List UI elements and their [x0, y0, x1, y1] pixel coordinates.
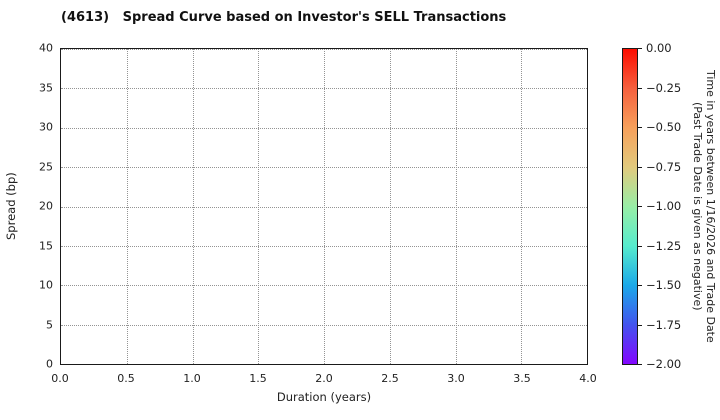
y-tick-label: 5: [46, 318, 53, 331]
gridline-horizontal: [61, 245, 587, 247]
plot-area: [60, 48, 588, 365]
gridline-horizontal: [61, 49, 587, 50]
x-tick-label: 3.0: [447, 372, 465, 385]
colorbar-tick-label: −1.75: [646, 317, 682, 332]
gridline-horizontal: [61, 285, 587, 287]
colorbar-tick-mark: [638, 285, 642, 286]
colorbar-tick-label: 0.00: [646, 41, 672, 55]
x-tick-label: 3.5: [513, 372, 531, 385]
colorbar-label-line1: Time in years between 1/16/2026 and Trad…: [704, 70, 717, 343]
colorbar-label-line2: (Past Trade Date is given as negative): [690, 102, 704, 311]
colorbar-tick-mark: [638, 166, 642, 168]
x-axis-label: Duration (years): [276, 390, 372, 404]
colorbar-tick-mark: [638, 206, 642, 207]
colorbar: [622, 48, 638, 365]
gridline-horizontal: [61, 206, 587, 208]
colorbar-tick-label: −1.50: [646, 278, 682, 292]
y-tick-label: 25: [39, 160, 53, 173]
colorbar-tick-label: −0.25: [646, 80, 682, 95]
colorbar-tick-mark: [638, 127, 642, 128]
y-tick-label: 20: [39, 199, 53, 213]
colorbar-tick-mark: [638, 364, 642, 365]
y-tick-label: 40: [39, 41, 53, 55]
colorbar-tick-label: −1.00: [646, 199, 682, 213]
chart-title: (4613) Spread Curve based on Investor's …: [61, 10, 507, 25]
y-tick-label: 10: [39, 278, 53, 292]
gridline-horizontal: [61, 88, 587, 90]
gridline-horizontal: [61, 324, 587, 326]
colorbar-tick-mark: [638, 87, 642, 89]
x-tick-label: 4.0: [579, 372, 597, 385]
y-tick-label: 35: [39, 81, 53, 94]
colorbar-axis-label: Time in years between 1/16/2026 and Trad…: [681, 48, 717, 365]
gridline-horizontal: [61, 167, 587, 169]
colorbar-tick-mark: [638, 245, 642, 247]
x-tick-label: 2.0: [315, 372, 333, 385]
colorbar-tick-mark: [638, 324, 642, 326]
x-tick-label: 1.5: [249, 372, 267, 385]
x-tick-label: 0.0: [51, 372, 69, 385]
x-tick-label: 1.0: [183, 372, 201, 385]
colorbar-tick-label: −1.25: [646, 238, 682, 253]
colorbar-tick-label: −0.75: [646, 159, 682, 174]
y-tick-label: 30: [39, 120, 53, 134]
colorbar-tick-label: −2.00: [646, 357, 682, 371]
x-tick-label: 2.5: [381, 372, 399, 385]
x-tick-label: 0.5: [117, 372, 135, 385]
gridline-horizontal: [61, 127, 587, 129]
y-tick-label: 0: [46, 357, 53, 371]
colorbar-tick-mark: [638, 48, 642, 49]
y-tick-label: 15: [39, 239, 53, 252]
colorbar-tick-label: −0.50: [646, 120, 682, 134]
